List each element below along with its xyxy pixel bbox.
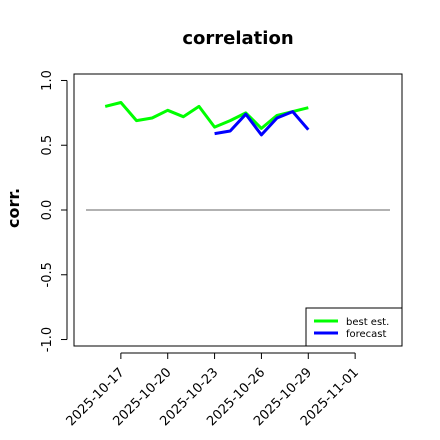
chart-title: correlation [182, 28, 293, 49]
y-tick-label: 1.0 [40, 70, 55, 91]
legend: best est.forecast [305, 307, 403, 347]
series-lines [104, 101, 310, 137]
legend-label: best est. [346, 317, 389, 328]
x-axis: 2025-10-172025-10-202025-10-232025-10-26… [64, 352, 362, 429]
y-axis-label: corr. [4, 188, 23, 228]
plot-area [73, 73, 403, 347]
y-tick-label: -1.0 [40, 327, 55, 352]
series-line-best-est [104, 101, 309, 130]
y-tick-label: 0.5 [40, 135, 55, 156]
legend-box [305, 307, 403, 347]
y-tick-label: 0.0 [40, 200, 55, 221]
series-line-forecast [214, 110, 310, 137]
legend-label: forecast [346, 329, 387, 340]
y-axis: -1.0 -0.5 0.0 0.5 1.0 [40, 70, 68, 352]
y-tick-label: -0.5 [40, 262, 55, 287]
